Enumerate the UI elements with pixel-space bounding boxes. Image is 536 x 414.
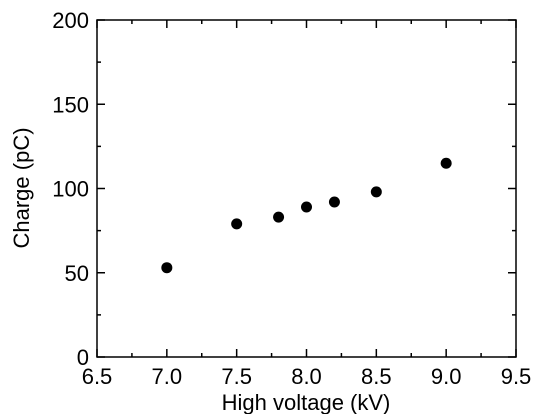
- y-tick-label: 50: [65, 261, 89, 286]
- y-tick-label: 100: [52, 177, 89, 202]
- data-point: [440, 157, 452, 169]
- x-tick-label: 8.5: [361, 364, 392, 389]
- y-tick-label: 200: [52, 8, 89, 33]
- plot-frame: [96, 19, 517, 358]
- data-point: [231, 218, 243, 230]
- y-axis-ticks: 0 50 100 150 200: [52, 8, 516, 370]
- y-tick-label: 0: [77, 345, 89, 370]
- x-tick-label: 9.0: [431, 364, 462, 389]
- data-point: [301, 201, 312, 213]
- data-point: [161, 262, 173, 274]
- x-tick-label: 7.0: [152, 364, 183, 389]
- y-axis-title: Charge (pC): [9, 127, 34, 248]
- x-tick-label: 7.5: [221, 364, 252, 389]
- data-points: [161, 157, 452, 274]
- data-point: [273, 211, 285, 223]
- y-tick-label: 150: [52, 92, 89, 117]
- x-tick-label: 8.0: [291, 364, 322, 389]
- x-tick-label: 9.5: [501, 364, 532, 389]
- x-tick-label: 6.5: [82, 364, 113, 389]
- x-axis-title: High voltage (kV): [222, 390, 391, 414]
- data-point: [370, 186, 382, 198]
- x-axis-ticks: 6.5 7.0 7.5 8.0 8.5 9.0 9.5: [82, 20, 532, 389]
- data-point: [328, 196, 340, 208]
